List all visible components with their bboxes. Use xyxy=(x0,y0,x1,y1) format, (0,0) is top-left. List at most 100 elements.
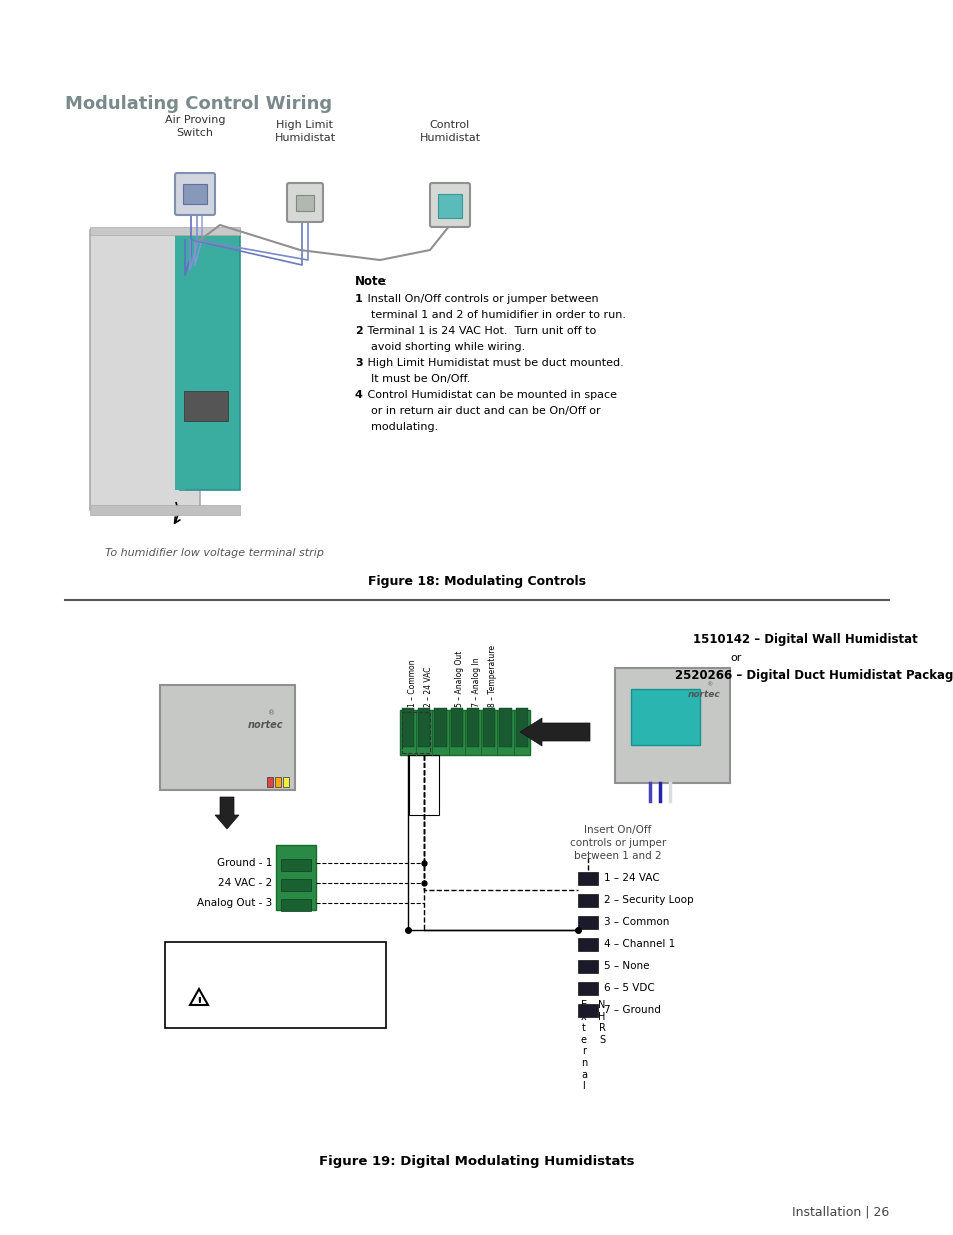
Text: Control
Humidistat: Control Humidistat xyxy=(419,120,480,143)
FancyBboxPatch shape xyxy=(184,391,228,421)
Text: nortec: nortec xyxy=(247,720,283,730)
FancyBboxPatch shape xyxy=(174,173,214,215)
Text: Connect 24 VAC, terminal 1
of NHRS to terminal 2 of
controllers.: Connect 24 VAC, terminal 1 of NHRS to te… xyxy=(218,990,362,1029)
FancyBboxPatch shape xyxy=(287,183,323,222)
Text: 2 – 24 VAC: 2 – 24 VAC xyxy=(423,667,433,706)
Text: nortec: nortec xyxy=(686,690,720,699)
Text: 24 VAC - 2: 24 VAC - 2 xyxy=(217,878,272,888)
Text: modulating.: modulating. xyxy=(364,422,437,432)
Bar xyxy=(417,708,430,747)
Text: 4: 4 xyxy=(454,762,459,771)
Bar xyxy=(578,916,598,929)
Bar xyxy=(90,227,240,235)
Bar xyxy=(516,708,527,747)
Text: 4 – Channel 1: 4 – Channel 1 xyxy=(603,939,675,948)
Text: 4: 4 xyxy=(355,390,362,400)
Text: E
x
t
e
r
n
a
l: E x t e r n a l xyxy=(580,1000,586,1092)
Text: 7 – Analog In: 7 – Analog In xyxy=(472,657,480,706)
Text: Install On/Off controls or jumper between: Install On/Off controls or jumper betwee… xyxy=(364,294,598,304)
Bar xyxy=(434,708,446,747)
FancyBboxPatch shape xyxy=(437,194,461,219)
Text: 7 – Ground: 7 – Ground xyxy=(603,1005,660,1015)
Bar xyxy=(578,960,598,973)
Bar xyxy=(281,899,311,911)
Text: Ground - 1: Ground - 1 xyxy=(216,858,272,868)
Text: Note: Note xyxy=(355,275,386,288)
Text: High Limit Humidistat must be duct mounted.: High Limit Humidistat must be duct mount… xyxy=(364,358,623,368)
Text: 1: 1 xyxy=(355,294,362,304)
Text: Analog Out - 3: Analog Out - 3 xyxy=(196,898,272,908)
Text: 2520266 – Digital Duct Humidistat Package: 2520266 – Digital Duct Humidistat Packag… xyxy=(675,669,953,682)
FancyBboxPatch shape xyxy=(295,195,314,211)
Bar xyxy=(274,777,281,787)
Bar xyxy=(281,879,311,890)
Bar xyxy=(90,505,240,515)
Text: High Limit
Humidistat: High Limit Humidistat xyxy=(274,120,335,143)
Text: !: ! xyxy=(196,997,202,1009)
Bar xyxy=(267,777,273,787)
FancyBboxPatch shape xyxy=(183,184,207,204)
Bar xyxy=(283,777,289,787)
Text: :: : xyxy=(382,275,387,288)
Text: 8 – Temperature: 8 – Temperature xyxy=(488,645,497,706)
FancyBboxPatch shape xyxy=(615,668,729,783)
Text: 3: 3 xyxy=(437,762,443,771)
Bar xyxy=(578,1004,598,1016)
Text: It must be On/Off.: It must be On/Off. xyxy=(364,374,470,384)
Text: Insert On/Off
controls or jumper
between 1 and 2: Insert On/Off controls or jumper between… xyxy=(569,825,665,861)
Text: avoid shorting while wiring.: avoid shorting while wiring. xyxy=(364,342,525,352)
Text: 1 – Common: 1 – Common xyxy=(408,659,416,706)
Text: 1 – 24 VAC: 1 – 24 VAC xyxy=(603,873,659,883)
Text: or: or xyxy=(729,653,740,663)
FancyBboxPatch shape xyxy=(180,230,240,490)
Text: or in return air duct and can be On/Off or: or in return air duct and can be On/Off … xyxy=(364,406,600,416)
Text: 2: 2 xyxy=(421,762,427,771)
Text: 5 – None: 5 – None xyxy=(603,961,649,971)
Text: terminal 1 and 2 of humidifier in order to run.: terminal 1 and 2 of humidifier in order … xyxy=(364,310,625,320)
Text: ®: ® xyxy=(705,682,711,687)
Bar xyxy=(450,708,462,747)
Text: 3 – Common: 3 – Common xyxy=(603,918,669,927)
Bar xyxy=(401,708,414,747)
Text: Modulating Control Wiring: Modulating Control Wiring xyxy=(65,95,332,112)
Bar xyxy=(578,894,598,906)
Text: Figure 19: Digital Modulating Humidistats: Figure 19: Digital Modulating Humidistat… xyxy=(319,1155,634,1168)
FancyBboxPatch shape xyxy=(165,942,386,1028)
Text: Figure 18: Modulating Controls: Figure 18: Modulating Controls xyxy=(368,576,585,588)
Text: Control Humidistat can be mounted in space: Control Humidistat can be mounted in spa… xyxy=(364,390,617,400)
Text: Installation | 26: Installation | 26 xyxy=(791,1205,888,1218)
Bar xyxy=(499,708,511,747)
Bar xyxy=(467,708,478,747)
Text: ®: ® xyxy=(268,710,274,716)
FancyBboxPatch shape xyxy=(430,183,470,227)
Text: Air Proving
Switch: Air Proving Switch xyxy=(165,115,225,138)
FancyArrow shape xyxy=(519,718,589,746)
Bar xyxy=(174,230,185,490)
Text: 1510142 – Digital Wall Humidistat: 1510142 – Digital Wall Humidistat xyxy=(692,634,917,646)
Text: 3: 3 xyxy=(355,358,362,368)
FancyArrow shape xyxy=(214,797,239,829)
Bar xyxy=(281,860,311,871)
Bar xyxy=(578,939,598,951)
FancyBboxPatch shape xyxy=(630,689,700,745)
Text: 5 – Analog Out: 5 – Analog Out xyxy=(455,651,463,706)
Text: 5: 5 xyxy=(470,762,476,771)
Text: 6 – 5 VDC: 6 – 5 VDC xyxy=(603,983,654,993)
Bar xyxy=(578,982,598,995)
Text: To humidifier low voltage terminal strip: To humidifier low voltage terminal strip xyxy=(105,548,324,558)
Text: 2: 2 xyxy=(355,326,362,336)
FancyBboxPatch shape xyxy=(160,685,294,790)
Bar xyxy=(578,872,598,885)
FancyBboxPatch shape xyxy=(275,845,315,910)
Text: 7: 7 xyxy=(502,762,508,771)
Polygon shape xyxy=(190,989,208,1005)
Text: N
H
R
S: N H R S xyxy=(598,1000,605,1045)
FancyBboxPatch shape xyxy=(90,230,200,510)
Text: 8: 8 xyxy=(518,762,524,771)
Text: 1: 1 xyxy=(405,762,411,771)
FancyBboxPatch shape xyxy=(399,710,530,755)
Text: 2 – Security Loop: 2 – Security Loop xyxy=(603,895,693,905)
Text: 6: 6 xyxy=(486,762,492,771)
Bar xyxy=(483,708,495,747)
Text: Terminal 1 is 24 VAC Hot.  Turn unit off to: Terminal 1 is 24 VAC Hot. Turn unit off … xyxy=(364,326,596,336)
